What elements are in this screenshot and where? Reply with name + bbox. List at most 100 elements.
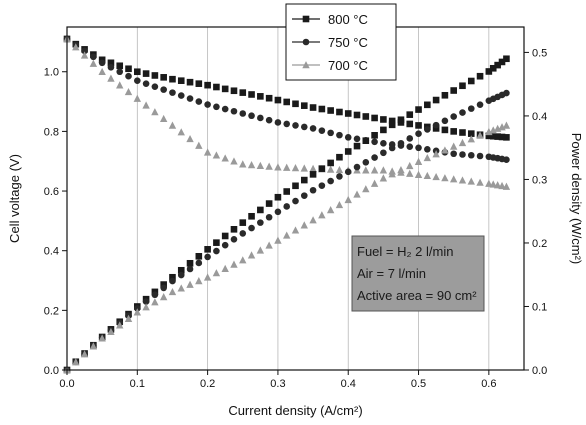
data-point xyxy=(98,67,106,76)
x-tick-label: 0.3 xyxy=(270,378,285,390)
data-point xyxy=(353,190,361,198)
data-point xyxy=(221,105,229,113)
data-point xyxy=(371,131,378,139)
data-point xyxy=(300,164,308,172)
data-point xyxy=(449,175,458,183)
data-point xyxy=(159,293,168,301)
data-point xyxy=(397,116,405,124)
data-point xyxy=(327,107,334,114)
data-point xyxy=(177,284,185,292)
data-point xyxy=(221,241,229,249)
data-point xyxy=(441,174,449,182)
data-point xyxy=(274,163,282,171)
data-point xyxy=(230,260,238,268)
data-point xyxy=(283,163,291,171)
data-point xyxy=(142,101,150,109)
data-point xyxy=(169,277,176,285)
data-point xyxy=(239,256,247,264)
data-point xyxy=(247,251,256,259)
data-point xyxy=(344,195,352,204)
data-point xyxy=(195,259,203,267)
data-point xyxy=(204,253,211,261)
data-point xyxy=(169,273,176,281)
data-point xyxy=(213,239,220,246)
data-point xyxy=(503,89,510,97)
data-point xyxy=(125,72,132,80)
data-point xyxy=(459,129,466,136)
data-point xyxy=(432,172,440,181)
data-point xyxy=(221,85,229,93)
annotation-line: Air = 7 l/min xyxy=(357,266,426,281)
x-tick-label: 0.6 xyxy=(481,378,496,390)
data-point xyxy=(248,212,255,220)
data-point xyxy=(459,109,466,116)
data-point xyxy=(230,107,238,115)
data-point xyxy=(248,112,255,120)
data-point xyxy=(168,287,177,296)
data-point xyxy=(221,264,229,272)
data-point xyxy=(124,314,133,323)
data-point xyxy=(450,128,457,135)
y-tick-label: 0.2 xyxy=(44,305,59,317)
data-point xyxy=(212,269,221,277)
data-point xyxy=(502,121,511,129)
data-point xyxy=(467,130,475,137)
data-point xyxy=(257,93,264,100)
data-point xyxy=(116,62,124,70)
data-point xyxy=(362,158,370,166)
series-5-markers xyxy=(63,121,511,374)
data-point xyxy=(256,246,265,254)
data-point xyxy=(80,350,89,358)
data-point xyxy=(142,70,150,77)
x-tick-label: 0.4 xyxy=(341,378,356,390)
data-point xyxy=(432,96,440,104)
data-point xyxy=(248,91,255,98)
data-point xyxy=(326,206,335,214)
data-point xyxy=(107,327,115,336)
data-point xyxy=(230,157,238,165)
data-point xyxy=(353,163,361,171)
data-point xyxy=(424,126,431,133)
data-point xyxy=(257,114,264,122)
data-point xyxy=(371,138,378,146)
data-point xyxy=(459,151,466,158)
y2-tick-label: 0.2 xyxy=(532,238,547,250)
data-point xyxy=(151,108,159,116)
data-point xyxy=(177,128,185,136)
y-tick-label: 1.0 xyxy=(44,67,59,79)
legend-entries: 800 °C 750 °C 700 °C xyxy=(292,12,368,73)
data-point xyxy=(90,53,97,61)
data-point xyxy=(125,65,132,73)
data-point xyxy=(424,101,431,109)
data-point xyxy=(441,126,449,134)
data-point xyxy=(247,161,256,169)
data-point xyxy=(309,171,317,178)
data-point xyxy=(476,178,484,186)
annotation-background xyxy=(351,235,485,312)
x-tick-label: 0.5 xyxy=(411,378,426,390)
y2-tick-label: 0.3 xyxy=(532,174,547,186)
data-point xyxy=(221,154,229,162)
data-point xyxy=(459,82,466,90)
data-point xyxy=(476,152,484,160)
data-point xyxy=(213,83,220,91)
data-point xyxy=(318,127,326,134)
data-point xyxy=(257,219,264,226)
data-point xyxy=(362,185,370,193)
data-point xyxy=(72,43,80,51)
data-point xyxy=(274,193,282,201)
data-point xyxy=(107,59,115,67)
data-point xyxy=(388,117,396,125)
data-point xyxy=(134,77,141,84)
data-point xyxy=(493,181,502,189)
data-point xyxy=(177,92,185,99)
series-2-markers xyxy=(63,35,511,190)
x-tick-label: 0.2 xyxy=(200,378,215,390)
data-point xyxy=(489,132,497,140)
data-point xyxy=(265,213,273,221)
data-point xyxy=(450,150,457,158)
data-point xyxy=(415,130,422,138)
data-point xyxy=(336,108,343,116)
data-point xyxy=(195,80,203,87)
data-point xyxy=(265,241,273,249)
